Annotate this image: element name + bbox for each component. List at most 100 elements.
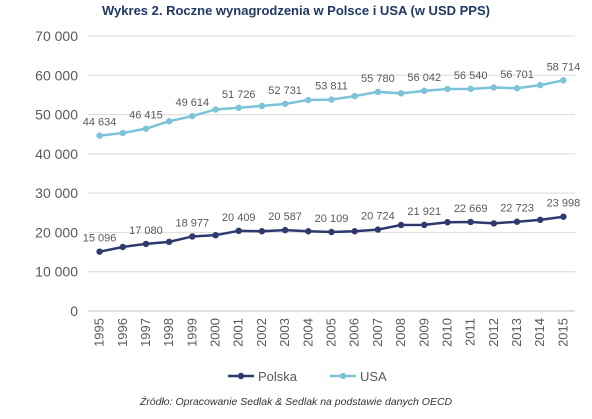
data-point	[96, 132, 103, 139]
data-label: 20 587	[268, 211, 302, 223]
y-tick-label: 30 000	[35, 185, 78, 201]
data-point	[189, 233, 196, 240]
x-tick-label: 1995	[92, 318, 107, 347]
y-axis-ticks: 0 10 000 20 000 30 000 40 000 50 000 60 000 70 …	[35, 28, 78, 319]
data-point	[165, 118, 173, 125]
data-label: 44 634	[83, 117, 117, 129]
data-point	[305, 96, 312, 104]
data-point	[467, 85, 474, 93]
data-point	[142, 125, 150, 132]
data-point	[212, 231, 219, 239]
data-label: 20 724	[361, 211, 395, 223]
data-point	[142, 240, 150, 248]
data-point	[328, 228, 335, 236]
data-label: 23 998	[547, 198, 581, 210]
x-tick-label: 2015	[555, 318, 570, 347]
data-point	[490, 84, 498, 91]
data-point	[235, 104, 242, 111]
legend-marker	[339, 372, 347, 380]
data-label: 56 540	[454, 70, 488, 82]
x-tick-label: 2010	[439, 318, 454, 347]
series-lines	[96, 77, 567, 255]
legend-marker	[237, 372, 245, 380]
x-tick-label: 2006	[347, 318, 362, 347]
data-point	[397, 90, 405, 97]
x-tick-label: 1999	[184, 318, 199, 347]
data-point	[421, 87, 428, 95]
data-point	[397, 221, 405, 229]
data-point	[212, 106, 219, 113]
y-tick-label: 60 000	[35, 67, 78, 83]
data-point	[189, 112, 196, 120]
data-point	[328, 96, 335, 103]
data-point	[374, 88, 382, 96]
data-label: 21 921	[407, 206, 441, 218]
x-tick-label: 2008	[393, 318, 408, 347]
x-tick-label: 2003	[277, 318, 292, 347]
data-label: 52 731	[268, 85, 302, 97]
data-point	[281, 226, 289, 234]
data-label: 46 415	[129, 110, 163, 122]
data-point	[490, 220, 498, 227]
data-label: 51 726	[222, 89, 256, 101]
legend-label: Polska	[258, 369, 298, 384]
data-point	[305, 228, 312, 235]
y-tick-label: 20 000	[35, 224, 78, 240]
data-point	[513, 85, 521, 92]
data-label: 20 409	[222, 212, 256, 224]
x-tick-label: 2012	[486, 318, 501, 347]
x-tick-label: 1996	[115, 318, 130, 347]
legend: Polska USA	[228, 369, 387, 384]
x-axis-ticks: 1995 1996 1997 1998 1999 2000 2001 2002 2003 2004…	[92, 318, 571, 347]
data-point	[537, 216, 544, 224]
y-tick-label: 10 000	[35, 264, 78, 280]
data-point	[537, 81, 544, 89]
data-point	[467, 218, 474, 226]
data-point	[513, 218, 521, 225]
data-label: 22 723	[500, 203, 534, 215]
x-tick-label: 2009	[416, 318, 431, 347]
data-label: 53 811	[315, 81, 348, 93]
data-label: 58 714	[547, 61, 581, 73]
data-label: 17 080	[129, 225, 163, 237]
data-label: 56 042	[407, 72, 441, 84]
data-label: 56 701	[500, 69, 534, 81]
data-point	[258, 102, 266, 110]
data-point	[96, 248, 103, 255]
x-tick-label: 2001	[231, 318, 246, 347]
x-tick-label: 1998	[161, 318, 176, 347]
data-point	[560, 77, 567, 84]
x-tick-label: 2002	[254, 318, 269, 347]
x-tick-label: 2011	[463, 318, 478, 346]
x-tick-label: 2004	[300, 318, 315, 347]
data-labels: 15 096 17 080 18 977 20 409 20 587 20 109 20 7…	[83, 61, 580, 244]
data-point	[560, 213, 567, 220]
data-point	[165, 238, 173, 246]
data-point	[258, 228, 266, 235]
x-tick-label: 2013	[509, 318, 524, 347]
data-point	[119, 129, 126, 137]
data-label: 55 780	[361, 73, 395, 85]
data-point	[421, 221, 428, 229]
data-label: 49 614	[176, 97, 210, 109]
data-point	[351, 228, 358, 235]
x-tick-label: 1997	[138, 318, 153, 347]
data-label: 22 669	[454, 203, 488, 215]
data-point	[374, 226, 382, 233]
data-label: 20 109	[315, 213, 349, 225]
y-tick-label: 0	[70, 303, 78, 319]
x-tick-label: 2000	[208, 318, 223, 347]
data-point	[281, 100, 289, 108]
data-point	[351, 92, 358, 100]
y-tick-label: 50 000	[35, 107, 78, 123]
data-label: 18 977	[176, 217, 210, 229]
x-tick-label: 2005	[324, 318, 339, 347]
source-note: Źródło: Opracowanie Sedlak & Sedlak na p…	[139, 396, 453, 408]
data-label: 15 096	[83, 233, 117, 245]
x-tick-label: 2014	[532, 318, 547, 347]
data-point	[444, 219, 451, 226]
chart-title: Wykres 2. Roczne wynagrodzenia w Polsce …	[102, 3, 490, 18]
y-tick-label: 70 000	[35, 28, 78, 44]
data-point	[444, 85, 451, 93]
